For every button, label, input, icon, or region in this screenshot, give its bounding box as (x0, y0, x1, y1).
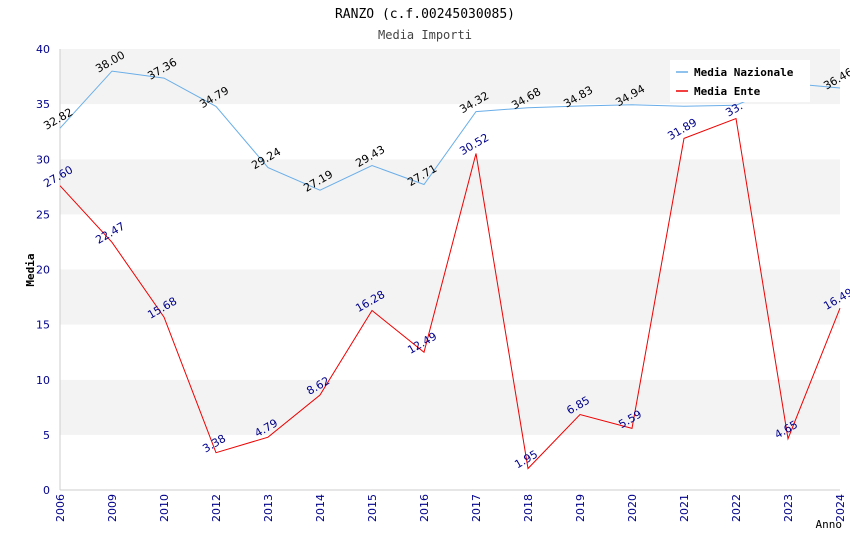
legend-label: Media Ente (694, 85, 761, 98)
grid-band (60, 324, 840, 380)
x-axis-label: Anno (816, 518, 843, 531)
x-tick-label: 2022 (730, 494, 743, 522)
x-tick-label: 2018 (522, 494, 535, 522)
x-tick-label: 2014 (314, 494, 327, 522)
grid-bands (60, 49, 840, 490)
grid-band (60, 104, 840, 160)
y-tick-label: 20 (36, 264, 50, 277)
x-tick-label: 2009 (106, 494, 119, 522)
x-tick-label: 2015 (366, 494, 379, 522)
grid-band (60, 379, 840, 435)
series-line (59, 117, 841, 470)
x-tick-label: 2021 (678, 494, 691, 522)
x-tick-label: 2019 (574, 494, 587, 522)
grid-band (60, 434, 840, 490)
legend-box (670, 60, 810, 102)
legend: Media Nazionale Media Ente (670, 60, 810, 102)
legend-label: Media Nazionale (694, 66, 794, 79)
y-axis-label: Media (24, 253, 37, 286)
grid-band (60, 159, 840, 215)
y-tick-label: 30 (36, 153, 50, 166)
x-tick-label: 2024 (834, 494, 847, 522)
y-tick-labels: 0 5 10 15 20 25 30 35 40 (36, 43, 50, 497)
grid-band (60, 214, 840, 270)
chart-title: RANZO (c.f.00245030085) (335, 7, 515, 22)
y-tick-label: 35 (36, 98, 50, 111)
x-tick-labels: 2006 2009 2010 2012 2013 2014 2015 2016 2017 2018… (54, 494, 847, 522)
x-tick-label: 2023 (782, 494, 795, 522)
y-tick-label: 40 (36, 43, 50, 56)
x-tick-label: 2006 (54, 494, 67, 522)
x-tick-label: 2013 (262, 494, 275, 522)
series-line (59, 70, 841, 191)
x-tick-label: 2017 (470, 494, 483, 522)
y-tick-label: 5 (43, 429, 50, 442)
axes (59, 49, 840, 491)
y-tick-label: 15 (36, 319, 50, 332)
chart-subtitle: Media Importi (378, 28, 472, 42)
y-tick-label: 25 (36, 208, 50, 221)
series-lines (59, 70, 841, 470)
y-tick-label: 10 (36, 374, 50, 387)
x-tick-label: 2020 (626, 494, 639, 522)
grid-band (60, 269, 840, 325)
x-tick-label: 2012 (210, 494, 223, 522)
x-tick-label: 2016 (418, 494, 431, 522)
x-tick-label: 2010 (158, 494, 171, 522)
y-tick-label: 0 (43, 484, 50, 497)
